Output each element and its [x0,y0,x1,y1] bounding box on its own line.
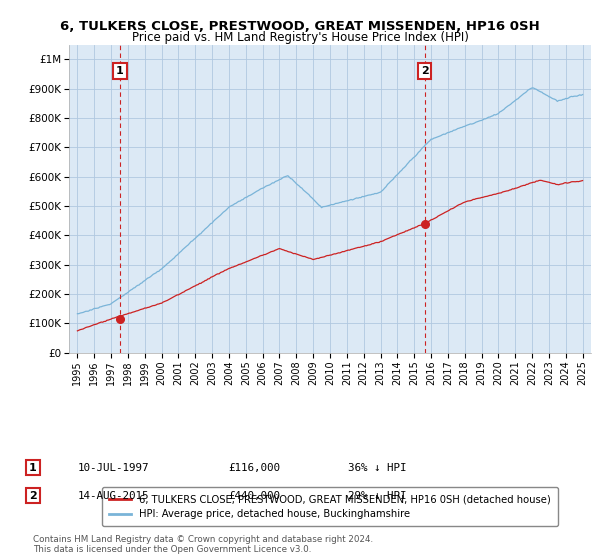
Text: £440,000: £440,000 [228,491,280,501]
Text: 1: 1 [29,463,37,473]
Text: 14-AUG-2015: 14-AUG-2015 [78,491,149,501]
Text: 10-JUL-1997: 10-JUL-1997 [78,463,149,473]
Text: 2: 2 [29,491,37,501]
Text: Price paid vs. HM Land Registry's House Price Index (HPI): Price paid vs. HM Land Registry's House … [131,31,469,44]
Text: 6, TULKERS CLOSE, PRESTWOOD, GREAT MISSENDEN, HP16 0SH: 6, TULKERS CLOSE, PRESTWOOD, GREAT MISSE… [60,20,540,32]
Text: Contains HM Land Registry data © Crown copyright and database right 2024.
This d: Contains HM Land Registry data © Crown c… [33,535,373,554]
Text: 2: 2 [421,66,428,76]
Text: 36% ↓ HPI: 36% ↓ HPI [348,463,407,473]
Text: 1: 1 [116,66,124,76]
Text: £116,000: £116,000 [228,463,280,473]
Text: 29% ↓ HPI: 29% ↓ HPI [348,491,407,501]
Legend: 6, TULKERS CLOSE, PRESTWOOD, GREAT MISSENDEN, HP16 0SH (detached house), HPI: Av: 6, TULKERS CLOSE, PRESTWOOD, GREAT MISSE… [102,487,558,526]
